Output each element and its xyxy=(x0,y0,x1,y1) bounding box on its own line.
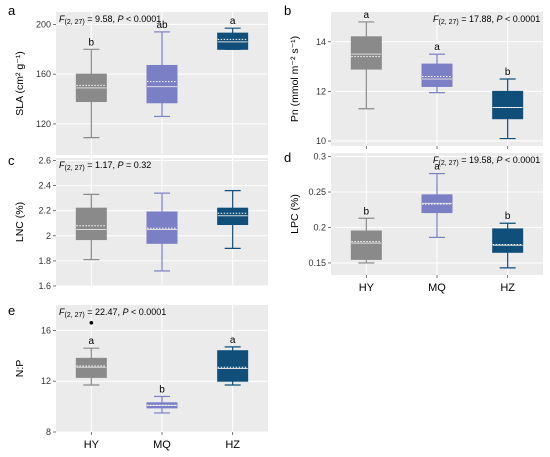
y-tick-label: 10 xyxy=(316,136,326,146)
significance-letter: a xyxy=(230,16,236,27)
panel-letter: e xyxy=(8,303,15,318)
box-HZ xyxy=(492,228,524,253)
y-tick-label: 8 xyxy=(46,427,51,437)
x-tick-label-MQ: MQ xyxy=(153,439,171,451)
x-tick-label-HY: HY xyxy=(84,439,100,451)
y-tick-label: 0.15 xyxy=(308,258,326,268)
box-MQ xyxy=(146,64,178,104)
y-tick-label: 2 xyxy=(46,231,51,241)
significance-letter: b xyxy=(89,37,95,48)
x-tick-label-HZ: HZ xyxy=(225,439,240,451)
y-axis-label: LNC (%) xyxy=(14,202,26,242)
stat-label: F(2, 27) = 9.58, P < 0.0001 xyxy=(59,14,161,26)
panel-letter: d xyxy=(284,150,291,165)
outlier-point xyxy=(89,320,94,325)
x-tick-label-HZ: HZ xyxy=(500,282,515,294)
significance-letter: b xyxy=(505,67,511,78)
box-HY xyxy=(350,36,382,70)
y-tick-label: 2.6 xyxy=(38,156,51,166)
y-tick-label: 12 xyxy=(316,86,326,96)
significance-letter: a xyxy=(434,162,440,173)
y-tick-label: 12 xyxy=(41,376,51,386)
y-tick-label: 1.6 xyxy=(38,281,51,291)
significance-letter: a xyxy=(230,335,236,346)
box-HY xyxy=(75,357,107,378)
box-HY xyxy=(350,230,382,260)
box-HZ xyxy=(217,207,249,226)
box-HY xyxy=(75,207,107,241)
y-tick-label: 2.2 xyxy=(38,206,51,216)
box-HZ xyxy=(217,350,249,382)
y-tick-label: 0.3 xyxy=(313,152,326,162)
y-tick-label: 1.8 xyxy=(38,256,51,266)
significance-letter: b xyxy=(159,384,165,395)
significance-letter: a xyxy=(364,10,370,21)
stat-label: F(2, 27) = 17.88, P < 0.0001 xyxy=(433,14,540,26)
y-tick-label: 14 xyxy=(316,37,326,47)
y-axis-label: LPC (%) xyxy=(289,194,301,234)
stat-label: F(2, 27) = 1.17, P = 0.32 xyxy=(59,160,151,172)
y-tick-label: 120 xyxy=(36,119,51,129)
significance-letter: a xyxy=(89,336,95,347)
x-tick-label-MQ: MQ xyxy=(428,282,446,294)
y-tick-label: 16 xyxy=(41,325,51,335)
box-MQ xyxy=(421,63,453,87)
significance-letter: ab xyxy=(156,20,168,31)
stat-label: F(2, 27) = 19.58, P < 0.0001 xyxy=(433,155,540,167)
stat-label: F(2, 27) = 22.47, P < 0.0001 xyxy=(59,307,166,319)
y-axis-label: SLA (cm² g⁻¹) xyxy=(14,51,26,115)
box-HZ xyxy=(217,32,249,50)
box-MQ xyxy=(146,211,178,244)
box-HZ xyxy=(492,90,524,120)
significance-letter: b xyxy=(364,206,370,217)
y-tick-label: 0.25 xyxy=(308,187,326,197)
panel-letter: b xyxy=(284,3,291,18)
y-tick-label: 2.4 xyxy=(38,181,51,191)
y-axis-label: N:P xyxy=(14,360,26,378)
panel-letter: c xyxy=(8,153,15,168)
y-tick-label: 0.2 xyxy=(313,222,326,232)
x-tick-label-HY: HY xyxy=(359,282,375,294)
significance-letter: a xyxy=(434,42,440,53)
panel-letter: a xyxy=(8,3,16,18)
y-axis-label: Pn (mmol m⁻² s⁻¹) xyxy=(289,36,301,122)
y-tick-label: 200 xyxy=(36,19,51,29)
significance-letter: b xyxy=(505,211,511,222)
y-tick-label: 160 xyxy=(36,69,51,79)
